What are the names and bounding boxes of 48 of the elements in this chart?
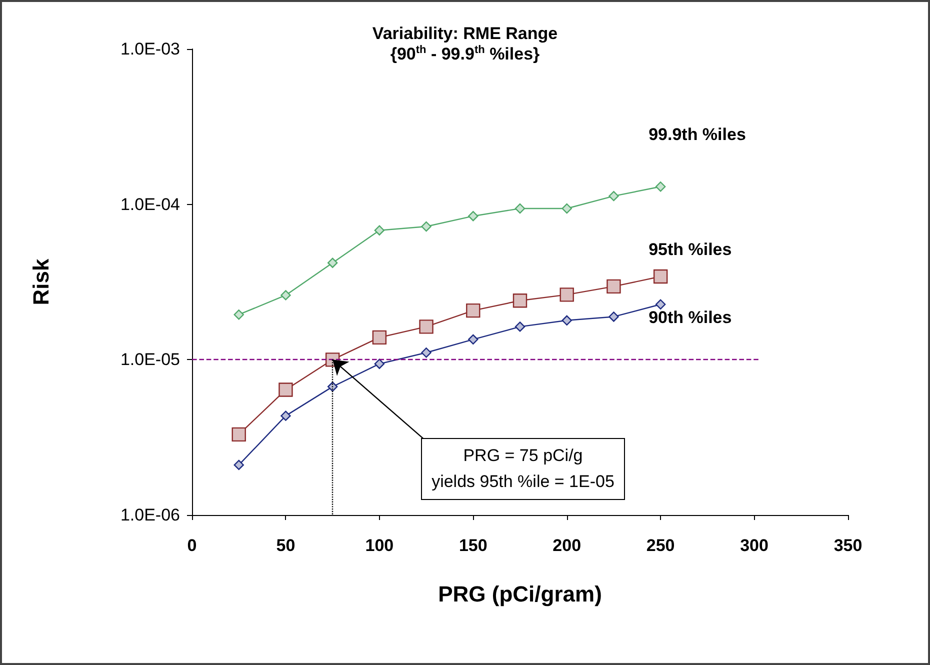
x-axis-title: PRG (pCi/gram) <box>438 582 602 606</box>
y-tick-label: 1.0E-03 <box>120 40 180 58</box>
point <box>327 258 338 268</box>
point <box>419 320 434 334</box>
chart-title: Variability: RME Range <box>372 24 558 43</box>
point <box>514 322 526 332</box>
point <box>234 310 244 320</box>
point <box>468 334 478 345</box>
point <box>280 290 291 300</box>
point <box>421 221 432 232</box>
point <box>280 410 291 421</box>
x-tick-label: 150 <box>458 536 488 555</box>
point <box>372 330 387 345</box>
series-label: 90th %iles <box>648 308 732 327</box>
x-tick-label: 250 <box>646 536 675 555</box>
point <box>374 225 385 236</box>
y-tick-label: 1.0E-05 <box>120 350 180 370</box>
point <box>560 288 574 302</box>
point <box>653 269 668 284</box>
annotation: PRG = 75 pCi/g yields 95th %ile = 1E-05 <box>420 438 626 500</box>
point <box>562 203 572 214</box>
point <box>655 182 666 192</box>
point <box>466 303 480 318</box>
point <box>512 294 528 308</box>
x-tick-label: 200 <box>552 536 582 555</box>
point <box>562 315 572 326</box>
y-axis-title: Risk <box>28 258 54 306</box>
point <box>514 203 526 214</box>
x-tick-label: 50 <box>276 536 296 555</box>
point <box>606 279 621 294</box>
chart-subtitle: {90$^{th}$ - 99.9$^{th}$ %iles} <box>390 44 540 64</box>
x-tick-label: 350 <box>834 536 862 555</box>
point <box>608 312 619 322</box>
point <box>232 427 246 442</box>
x-tick-label: 300 <box>740 536 768 555</box>
point <box>421 348 432 358</box>
x-tick-label: 100 <box>365 536 394 555</box>
point <box>234 460 244 470</box>
point <box>278 382 293 397</box>
x-tick-label: 0 <box>187 536 197 555</box>
point <box>608 190 619 202</box>
point <box>374 358 385 369</box>
y-tick-label: 1.0E-06 <box>120 506 180 524</box>
series-label: 95th %iles <box>648 240 732 260</box>
text: 99.9th %iles <box>648 125 746 144</box>
y-tick-label: 1.0E-04 <box>120 194 180 214</box>
point <box>468 210 478 222</box>
point <box>655 299 666 310</box>
